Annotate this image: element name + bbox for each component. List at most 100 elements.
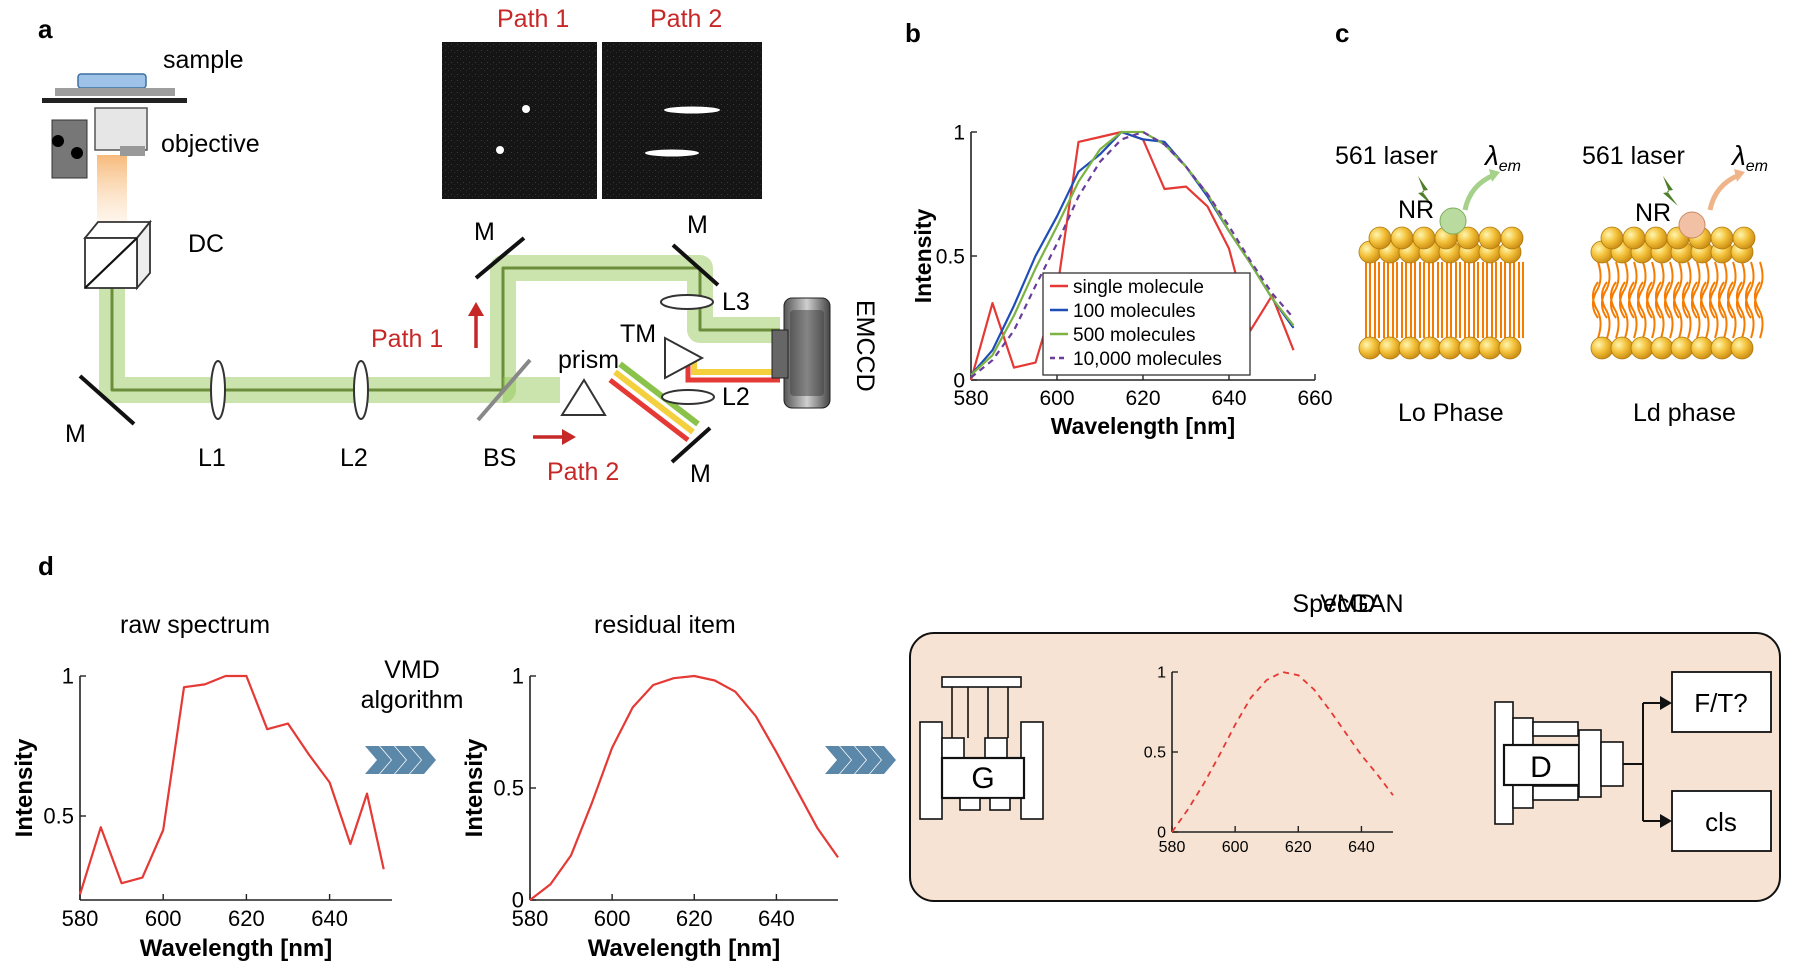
- y-axis-label: Intensity: [11, 738, 38, 837]
- panel-letter-b: b: [905, 18, 921, 48]
- stage-plate: [55, 88, 175, 96]
- x-tick-label: 640: [1211, 387, 1246, 410]
- legend-label-10000: 10,000 molecules: [1073, 349, 1222, 370]
- output-ft-box: [1671, 671, 1772, 733]
- streak-1: [664, 106, 720, 114]
- legend-label-500: 500 molecules: [1073, 325, 1196, 346]
- label-emccd: EMCCD: [851, 300, 879, 392]
- x-tick-label: 640: [311, 906, 348, 931]
- vmd-label-line2: algorithm: [361, 686, 464, 714]
- objective-tip: [120, 146, 145, 156]
- x-tick-label: 600: [1039, 387, 1074, 410]
- generator-box: [940, 756, 1026, 800]
- dispersed-yellow-2: [691, 360, 780, 375]
- output-cls-box: [1671, 790, 1772, 852]
- panel-b: b 580 600 620 640 660 0 0.5 1 Wavelength [nm] Int…: [905, 18, 1333, 439]
- chart-b-legend: [1042, 272, 1251, 376]
- y-tick-label: 0.5: [43, 804, 74, 829]
- x-tick-label: 600: [594, 906, 631, 931]
- output-cls-label: cls: [1705, 807, 1737, 837]
- lipid-tails: [1365, 262, 1524, 338]
- spot-1: [522, 105, 530, 113]
- legend-label-100: 100 molecules: [1073, 301, 1196, 322]
- label-objective: objective: [161, 130, 260, 158]
- prism: [560, 378, 607, 416]
- lipid-heads: [1590, 226, 1756, 360]
- residual-item-title: residual item: [594, 611, 736, 639]
- specgan-title: SpecGAN: [1292, 590, 1403, 618]
- emission-symbol-ld: λem: [1730, 140, 1768, 175]
- sample-dish: [77, 73, 147, 89]
- series-line-0: [1171, 671, 1394, 833]
- laser-bolt-icon-ld: [1663, 176, 1678, 206]
- legend-item-single: single molecule: [1050, 277, 1204, 298]
- chevron-arrow-icon-2: [825, 746, 896, 774]
- panel-c: c 561 laser 561 laser λem λem NR NR Lo P…: [1335, 18, 1768, 427]
- label-prism: prism: [558, 346, 619, 374]
- green-beam-core: [110, 250, 780, 392]
- x-axis-label: Wavelength [nm]: [140, 935, 332, 962]
- y-tick-label: 1: [1157, 665, 1166, 682]
- label-l2: L2: [340, 444, 368, 472]
- dispersed-yellow: [613, 369, 695, 435]
- x-axis-label: Wavelength [nm]: [1051, 413, 1235, 439]
- dichroic-cube: [83, 219, 152, 291]
- label-l3: L3: [722, 288, 750, 316]
- sample-stage: [42, 73, 187, 103]
- label-m3: M: [687, 211, 708, 239]
- raw-spectrum-title: raw spectrum: [120, 611, 270, 639]
- label-dc: DC: [188, 230, 224, 258]
- spot-2: [496, 146, 504, 154]
- chart-b: 580 600 620 640 660 0 0.5 1 Wavelength [nm] Inten…: [910, 121, 1333, 439]
- nr-label-lo: NR: [1398, 196, 1434, 224]
- y-tick-label: 0: [512, 888, 524, 913]
- arrow-cls-icon: [1660, 814, 1672, 828]
- chevron-arrow-icon-1: [365, 746, 436, 774]
- x-tick-label: 600: [145, 906, 182, 931]
- mirror-m2: [474, 236, 526, 280]
- knob-1: [52, 135, 64, 147]
- series-line-0: [529, 674, 839, 901]
- panel-letter-a: a: [38, 14, 53, 44]
- series-line-10-000-molecules: [970, 130, 1295, 379]
- label-tm: TM: [620, 320, 656, 348]
- series-line-0: [78, 674, 385, 895]
- y-tick-label: 0.5: [1144, 745, 1166, 762]
- orange-beam: [97, 155, 127, 227]
- x-tick-label: 580: [953, 387, 988, 410]
- label-path1-arrow: Path 1: [371, 325, 443, 353]
- label-m4: M: [690, 460, 711, 488]
- chart-d-specgan: 580 600 620 640 0 0.5 1: [1144, 665, 1394, 856]
- laser-bolt-icon-lo: [1418, 176, 1433, 206]
- label-m1: M: [65, 420, 86, 448]
- x-tick-label: 640: [1348, 839, 1375, 856]
- y-tick-label: 0.5: [936, 245, 965, 268]
- knob-2: [71, 147, 83, 159]
- membrane-ld: [1590, 226, 1764, 360]
- label-l2b: L2: [722, 383, 750, 411]
- lens-l3: [660, 294, 714, 310]
- phase-label-lo: Lo Phase: [1398, 399, 1504, 427]
- chevron-segment: [870, 746, 896, 774]
- y-axis-label: Intensity: [461, 738, 488, 837]
- legend-label-single: single molecule: [1073, 277, 1204, 298]
- legend-item-100: 100 molecules: [1050, 301, 1196, 322]
- legend-item-500: 500 molecules: [1050, 325, 1196, 346]
- mirror-m1: [78, 374, 136, 426]
- y-tick-label: 1: [953, 121, 965, 144]
- turning-mirror: [664, 336, 705, 380]
- generator-block: [919, 676, 1044, 820]
- emission-symbol-lo: λem: [1483, 140, 1521, 175]
- laser-beam: [97, 155, 780, 442]
- generator-label: G: [971, 762, 994, 795]
- y-tick-label: 0.5: [493, 776, 524, 801]
- image-title-path1: Path 1: [497, 5, 569, 33]
- dispersed-green: [618, 361, 700, 427]
- panel-a: a sample objective: [38, 5, 879, 488]
- emission-arrow-icon-lo: [1462, 172, 1496, 211]
- laser-label-lo: 561 laser: [1335, 142, 1438, 170]
- lens-l2b: [661, 389, 715, 405]
- output-ft-label: F/T?: [1694, 688, 1747, 718]
- lens-l2: [353, 360, 369, 420]
